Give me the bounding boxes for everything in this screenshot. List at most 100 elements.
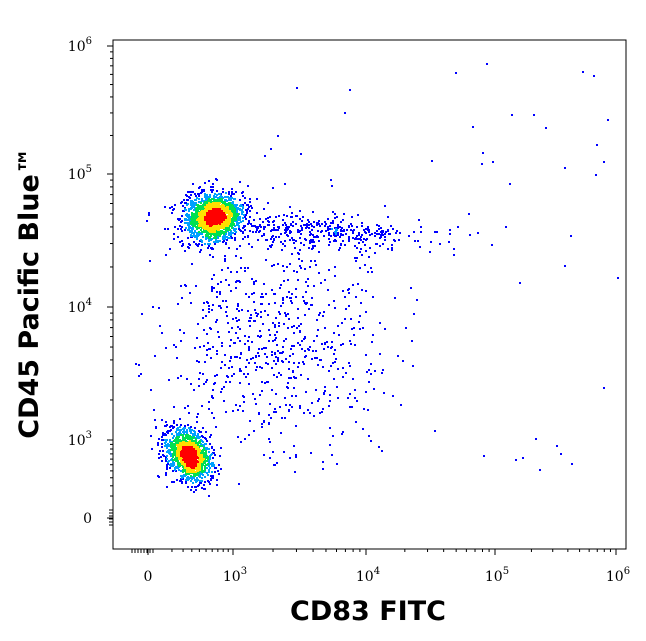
event-dot (180, 470, 182, 472)
event-dot (359, 315, 361, 317)
event-dot (191, 263, 193, 265)
event-dot (283, 280, 285, 282)
event-dot (297, 229, 299, 231)
event-dot (352, 237, 354, 239)
event-dot (295, 288, 297, 290)
event-dot (243, 225, 245, 227)
event-dot (172, 447, 174, 449)
event-dot (214, 471, 216, 473)
event-dot (221, 361, 223, 363)
event-dot (182, 243, 184, 245)
event-dot (349, 393, 351, 395)
event-dot (483, 455, 485, 457)
event-dot (274, 326, 276, 328)
event-dot (298, 362, 300, 364)
event-dot (193, 241, 195, 243)
event-dot (274, 302, 276, 304)
event-dot (237, 303, 239, 305)
event-dot (192, 214, 194, 216)
event-dot (317, 329, 319, 331)
event-dot (179, 329, 181, 331)
event-dot (173, 422, 175, 424)
event-dot (196, 477, 198, 479)
event-dot (295, 240, 297, 242)
event-dot (249, 325, 251, 327)
event-dot (235, 228, 237, 230)
event-dot (216, 479, 218, 481)
event-dot (365, 239, 367, 241)
event-dot (293, 345, 295, 347)
event-dot (391, 247, 393, 249)
event-dot (277, 263, 279, 265)
event-dot (250, 317, 252, 319)
event-dot (194, 230, 196, 232)
event-dot (168, 460, 170, 462)
event-dot (287, 327, 289, 329)
event-dot (297, 308, 299, 310)
event-dot (256, 212, 258, 214)
event-dot (291, 302, 293, 304)
event-dot (190, 489, 192, 491)
event-dot (271, 354, 273, 356)
event-dot (243, 401, 245, 403)
event-dot (230, 339, 232, 341)
y-tick-base: 10 (68, 167, 86, 183)
event-dot (419, 246, 421, 248)
event-dot (177, 303, 179, 305)
event-dot (184, 469, 186, 471)
event-dot (342, 234, 344, 236)
event-dot (250, 205, 252, 207)
event-dot (304, 268, 306, 270)
event-dot (369, 234, 371, 236)
event-dot (174, 469, 176, 471)
event-dot (221, 342, 223, 344)
event-dot (335, 232, 337, 234)
event-dot (256, 198, 258, 200)
event-dot (150, 389, 152, 391)
event-dot (236, 320, 238, 322)
event-dot (292, 221, 294, 223)
event-dot (198, 193, 200, 195)
event-dot (221, 230, 223, 232)
event-dot (202, 373, 204, 375)
event-dot (215, 237, 217, 239)
event-dot (323, 348, 325, 350)
event-dot (380, 231, 382, 233)
event-dot (204, 481, 206, 483)
event-dot (228, 193, 230, 195)
event-dot (288, 361, 290, 363)
event-dot (325, 223, 327, 225)
y-tick-base: 10 (68, 433, 86, 449)
event-dot (197, 413, 199, 415)
event-dot (212, 210, 214, 212)
event-dot (272, 340, 274, 342)
event-dot (182, 466, 184, 468)
event-dot (212, 346, 214, 348)
event-dot (303, 244, 305, 246)
event-dot (242, 217, 244, 219)
event-dot (219, 240, 221, 242)
event-dot (224, 364, 226, 366)
event-dot (273, 293, 275, 295)
event-dot (221, 198, 223, 200)
event-dot (180, 434, 182, 436)
event-dot (368, 369, 370, 371)
event-dot (225, 300, 227, 302)
event-dot (241, 209, 243, 211)
event-dot (284, 417, 286, 419)
event-dot (202, 221, 204, 223)
event-dot (297, 366, 299, 368)
event-dot (276, 376, 278, 378)
event-dot (327, 226, 329, 228)
event-dot (336, 463, 338, 465)
event-dot (211, 465, 213, 467)
event-dot (398, 239, 400, 241)
event-dot (146, 220, 148, 222)
event-dot (184, 218, 186, 220)
event-dot (299, 218, 301, 220)
y-tick-exp: 6 (86, 36, 92, 47)
event-dot (305, 227, 307, 229)
event-dot (384, 328, 386, 330)
event-dot (247, 204, 249, 206)
event-dot (285, 404, 287, 406)
